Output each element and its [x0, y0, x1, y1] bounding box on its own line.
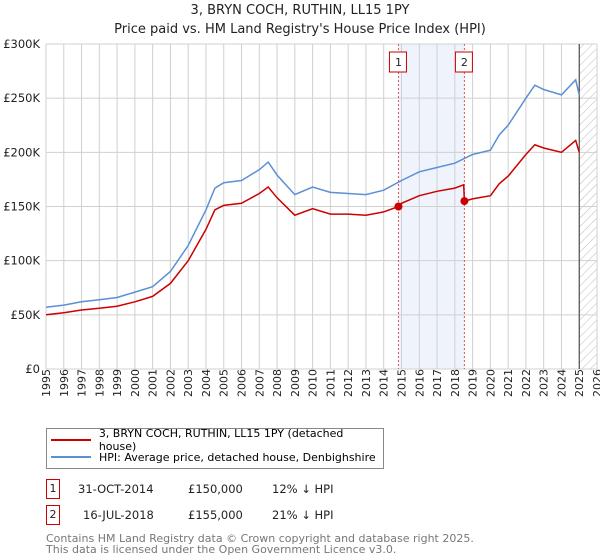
- y-tick-label: £50K: [11, 308, 41, 322]
- x-tick-label: 2019: [467, 369, 480, 397]
- x-tick-label: 2022: [520, 369, 533, 397]
- x-tick-label: 1999: [111, 369, 124, 397]
- price-chart: 1995 1996 1997 1998 1999 2000 2001 2002 2003 2004…: [3, 37, 600, 397]
- x-tick-label: 2011: [324, 369, 337, 397]
- transaction-row: 1 31-OCT-2014 £150,000 12% ↓ HPI: [46, 479, 446, 501]
- transaction-hpi-diff: 21% ↓ HPI: [272, 508, 334, 522]
- sale-badge-box: [388, 51, 407, 73]
- y-tick-label: £0: [25, 362, 40, 376]
- sale-badge-label: 1: [395, 56, 402, 69]
- legend-item-hpi: HPI: Average price, detached house, Denb…: [51, 449, 376, 465]
- x-tick-label: 2008: [271, 369, 284, 397]
- y-tick-label: £250K: [3, 91, 40, 105]
- transaction-date: 16-JUL-2018: [83, 508, 154, 522]
- footer-copyright: Contains HM Land Registry data © Crown c…: [46, 532, 474, 545]
- transaction-price: £155,000: [188, 508, 243, 522]
- x-tick-label: 2002: [164, 369, 177, 397]
- x-tick-label: 2023: [538, 369, 551, 397]
- legend-blue-line: [51, 456, 91, 458]
- y-tick-label: £200K: [3, 145, 40, 159]
- x-tick-label: 2000: [129, 369, 142, 397]
- transaction-date: 31-OCT-2014: [78, 482, 154, 496]
- transaction-hpi-diff: 12% ↓ HPI: [272, 482, 334, 496]
- transaction-badge: 1: [46, 479, 60, 499]
- x-tick-label: 2026: [591, 369, 600, 397]
- footer-licence: This data is licensed under the Open Gov…: [46, 543, 397, 556]
- property-price-line: [45, 139, 580, 316]
- x-tick-label: 2001: [147, 369, 160, 397]
- sale-badge-label: 2: [461, 56, 468, 69]
- x-tick-label: 2017: [431, 369, 444, 397]
- transaction-badge: 2: [46, 505, 60, 525]
- chart-title: 3, BRYN COCH, RUTHIN, LL15 1PY: [190, 3, 410, 18]
- legend-item-property: 3, BRYN COCH, RUTHIN, LL15 1PY (detached…: [51, 427, 383, 453]
- x-tick-label: 2003: [182, 369, 195, 397]
- x-tick-label: 2010: [307, 369, 320, 397]
- transaction-row: 2 16-JUL-2018 £155,000 21% ↓ HPI: [46, 505, 446, 527]
- footer: Contains HM Land Registry data © Crown c…: [46, 533, 474, 555]
- legend-label: 3, BRYN COCH, RUTHIN, LL15 1PY (detached…: [98, 427, 344, 453]
- chart-subtitle: Price paid vs. HM Land Registry's House …: [114, 22, 486, 37]
- x-tick-label: 2018: [449, 369, 462, 397]
- sale-point: [394, 202, 403, 211]
- x-tick-label: 2014: [378, 369, 391, 397]
- sale-point: [460, 197, 469, 206]
- x-tick-label: 2013: [360, 369, 373, 397]
- x-tick-label: 2009: [289, 369, 302, 397]
- x-tick-label: 2007: [253, 369, 266, 397]
- x-tick-label: 1996: [58, 369, 71, 397]
- y-tick-label: £300K: [3, 37, 40, 51]
- transaction-price: £150,000: [188, 482, 243, 496]
- y-tick-label: £150K: [3, 200, 40, 214]
- y-tick-label: £100K: [3, 254, 40, 268]
- hpi-line: [45, 78, 580, 309]
- legend-label: HPI: Average price, detached house, Denb…: [99, 450, 376, 464]
- x-tick-label: 2025: [573, 369, 586, 397]
- legend: 3, BRYN COCH, RUTHIN, LL15 1PY (detached…: [46, 427, 384, 469]
- x-tick-label: 2006: [236, 369, 249, 397]
- x-tick-label: 2005: [218, 369, 231, 397]
- x-tick-label: 1997: [76, 369, 89, 397]
- x-tick-label: 2021: [502, 369, 515, 397]
- x-tick-label: 1998: [93, 369, 106, 397]
- x-tick-label: 2016: [413, 369, 426, 397]
- sale-badge-box: [454, 51, 473, 73]
- x-tick-label: 2012: [342, 369, 355, 397]
- x-tick-label: 2020: [484, 369, 497, 397]
- x-tick-label: 2015: [395, 369, 408, 397]
- legend-red-line: [51, 439, 91, 441]
- x-tick-label: 2024: [555, 369, 568, 397]
- x-tick-label: 1995: [40, 369, 53, 397]
- x-tick-label: 2004: [200, 369, 213, 397]
